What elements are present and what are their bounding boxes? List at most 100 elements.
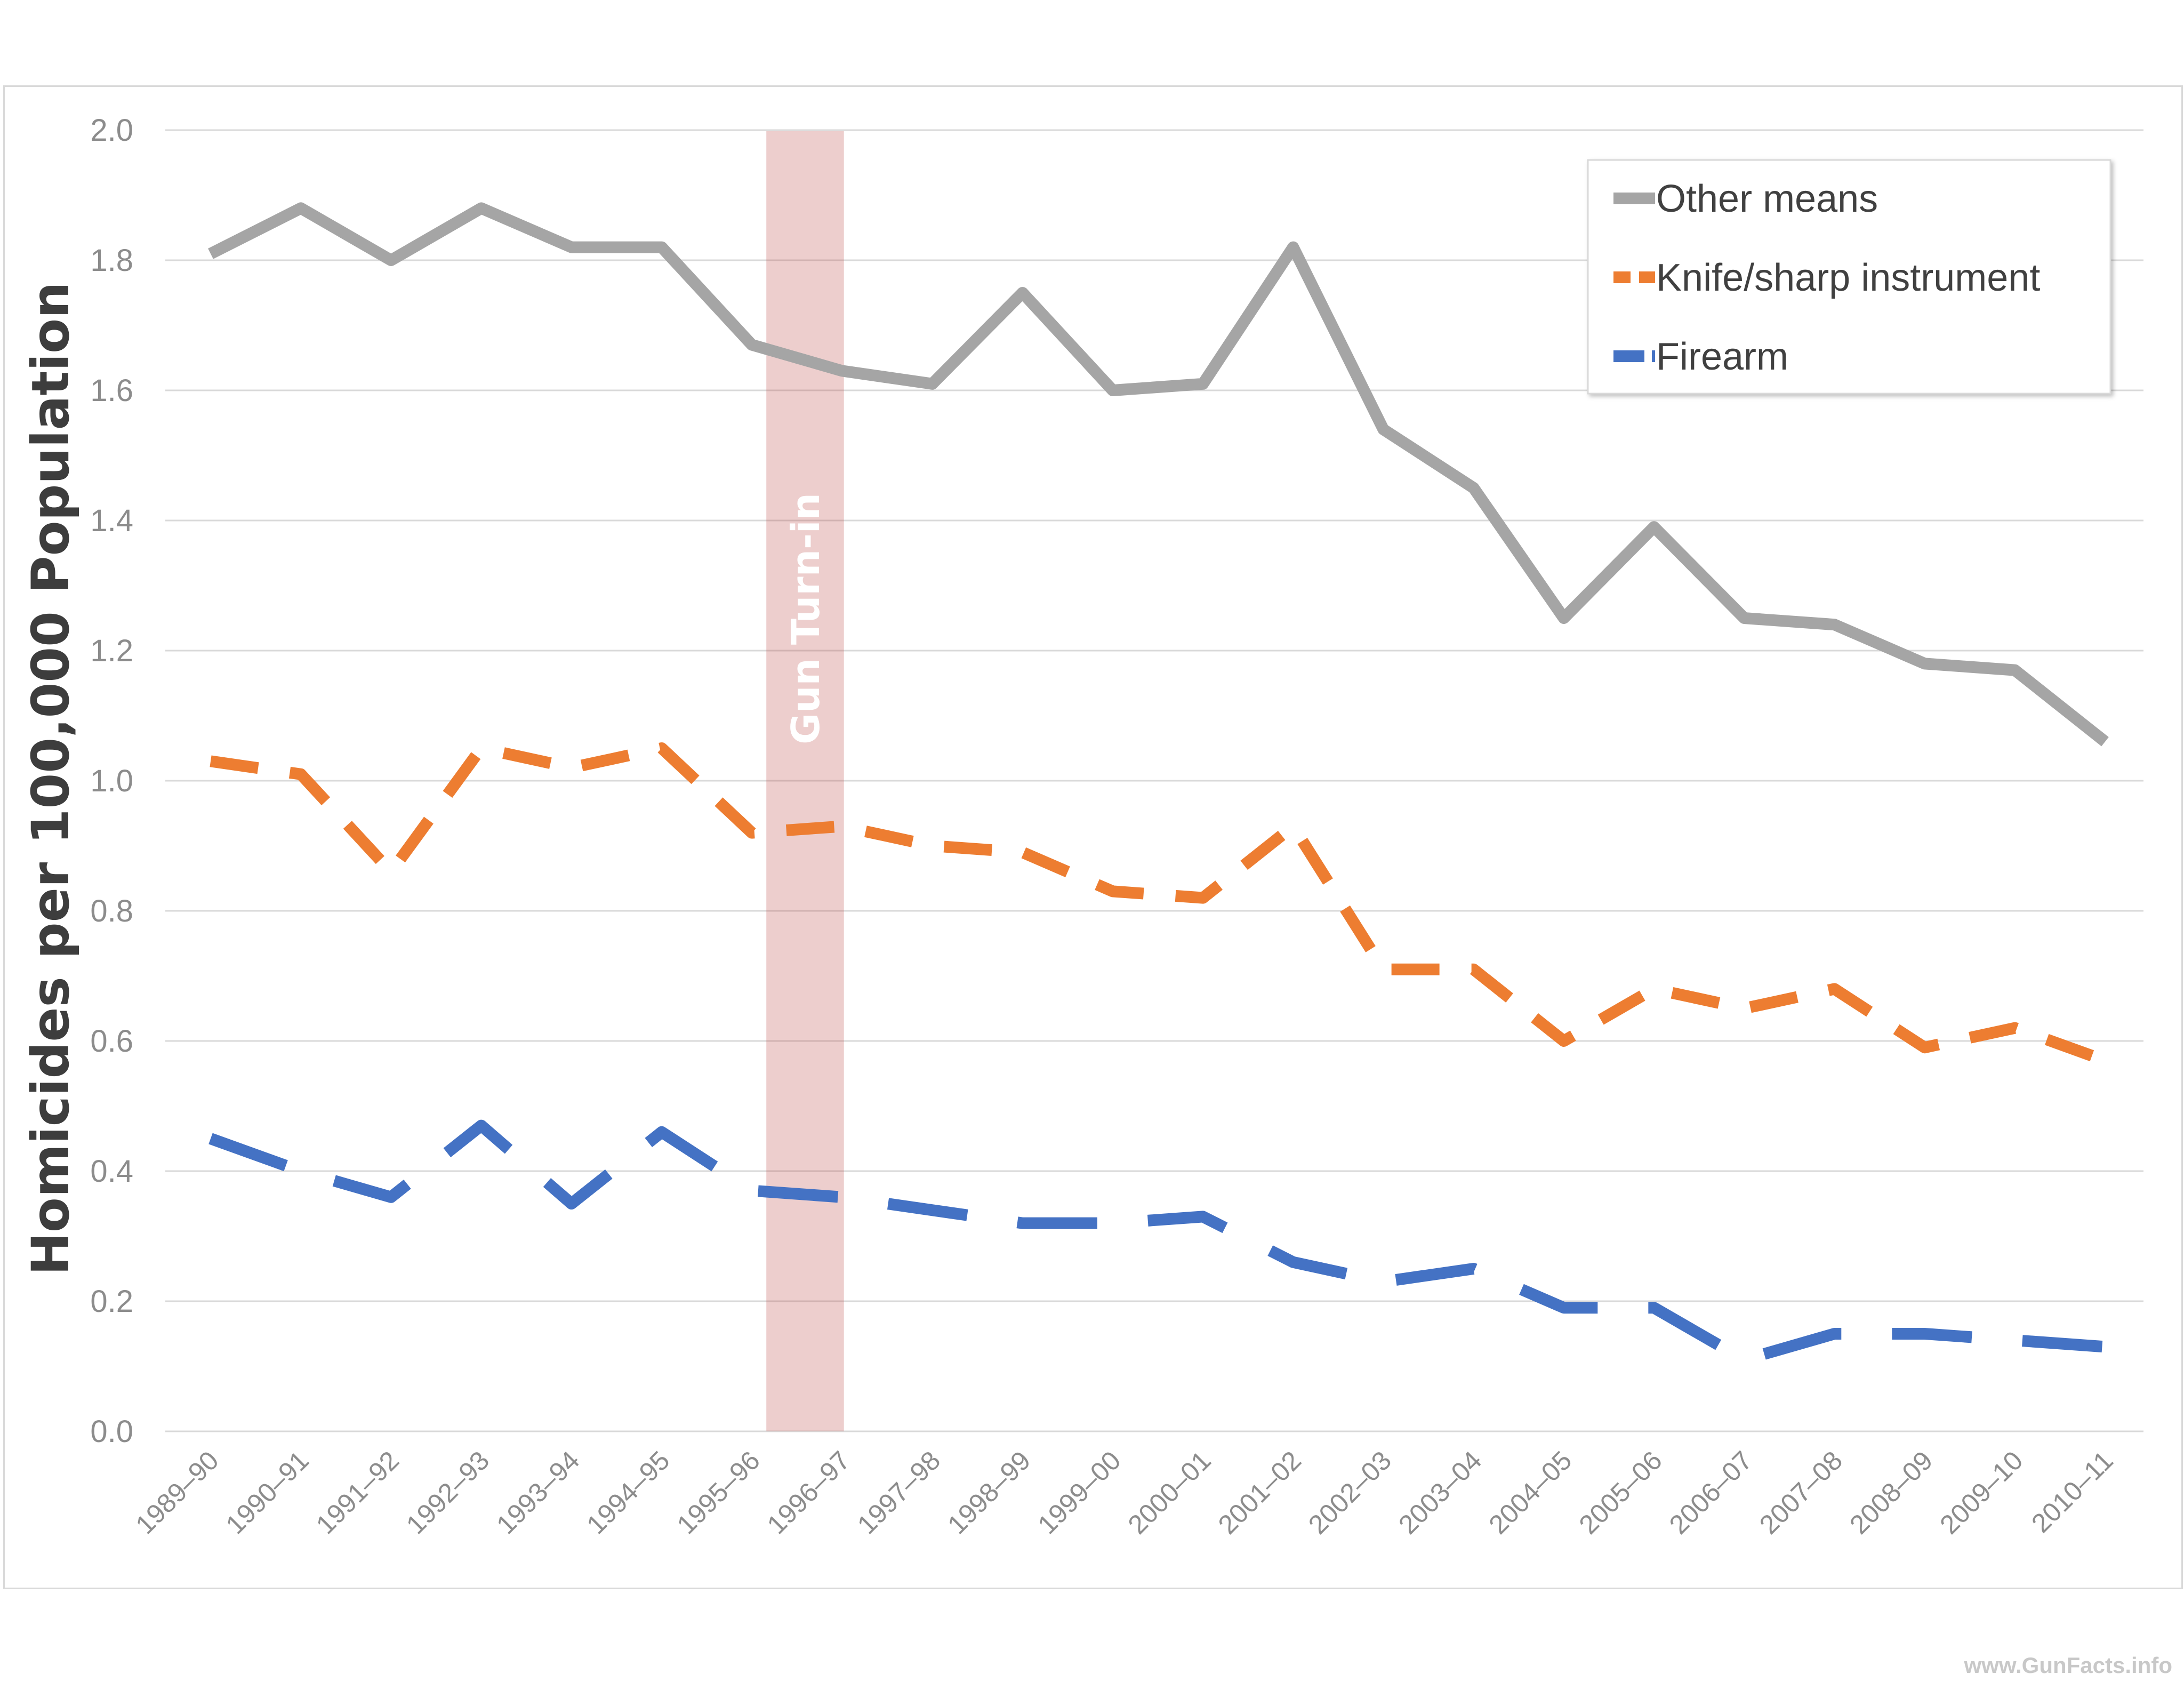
data-point [1743, 1359, 1745, 1361]
data-point [2014, 669, 2016, 671]
data-point [210, 253, 212, 255]
data-point [751, 1190, 753, 1192]
data-point [841, 825, 843, 827]
data-point [300, 1170, 302, 1172]
data-point [1473, 1268, 1475, 1270]
data-point [841, 370, 843, 372]
y-axis-ticks: 0.0 0.2 0.4 0.6 0.8 1.0 1.2 1.4 1.6 1.8 2.0 [90, 113, 133, 1449]
data-point [661, 747, 663, 749]
data-point [1473, 968, 1475, 971]
data-point [751, 832, 753, 834]
data-point [210, 1138, 212, 1140]
gun-turn-in-label: Gun Turn-in [783, 493, 828, 744]
data-point [1653, 1307, 1655, 1309]
data-point [480, 747, 483, 749]
data-point [661, 246, 663, 249]
data-point [1382, 968, 1384, 971]
data-point [571, 246, 573, 249]
data-point [1833, 1333, 1835, 1335]
data-point [1022, 1222, 1024, 1224]
data-point [1382, 428, 1384, 430]
data-point [1022, 851, 1024, 853]
y-tick-label: 1.8 [90, 243, 133, 278]
x-tick-label: 2003–04 [1393, 1445, 1487, 1540]
data-point [2104, 1345, 2106, 1348]
x-tick-label: 2006–07 [1664, 1445, 1758, 1540]
data-point [300, 207, 302, 209]
data-point [1743, 617, 1745, 619]
data-point [1292, 825, 1294, 827]
data-point [2014, 1027, 2016, 1029]
data-point [1563, 1040, 1565, 1042]
gun-turn-in-band: Gun Turn-in [766, 131, 844, 1431]
data-point [1563, 617, 1565, 619]
data-point [1202, 1215, 1204, 1218]
x-tick-label: 2001–02 [1213, 1445, 1307, 1540]
x-tick-label: 1993–94 [491, 1445, 585, 1540]
data-point [571, 767, 573, 769]
y-tick-label: 0.6 [90, 1024, 133, 1059]
x-tick-label: 1995–96 [671, 1445, 766, 1540]
x-tick-label: 2007–08 [1754, 1445, 1848, 1540]
series-line-other-means [208, 202, 2109, 747]
legend-label: Firearm [1656, 335, 1788, 378]
x-tick-label: 1994–95 [581, 1445, 675, 1540]
data-point [1112, 890, 1114, 892]
x-tick-label: 1989–90 [130, 1445, 224, 1540]
legend-label: Other means [1656, 178, 1878, 220]
y-tick-label: 1.2 [90, 634, 133, 668]
data-point [1924, 1333, 1926, 1335]
series-lines [208, 202, 2109, 1366]
y-tick-label: 1.6 [90, 373, 133, 408]
x-tick-label: 2002–03 [1303, 1445, 1397, 1540]
x-tick-label: 1999–00 [1032, 1445, 1126, 1540]
data-point [1563, 1307, 1565, 1309]
x-tick-label: 2010–11 [2026, 1445, 2119, 1539]
x-tick-label: 2005–06 [1573, 1445, 1668, 1540]
y-axis-label: Homicides per 100,000 Population [21, 282, 81, 1276]
legend: Other means Knife/sharp instrument Firearm [1587, 159, 2111, 395]
x-tick-label: 1998–99 [942, 1445, 1036, 1540]
data-point [751, 344, 753, 346]
data-point [1653, 988, 1655, 990]
y-tick-label: 0.8 [90, 894, 133, 928]
x-tick-label: 1997–98 [852, 1445, 946, 1540]
y-tick-label: 0.4 [90, 1154, 133, 1189]
y-tick-label: 2.0 [90, 113, 133, 148]
data-point [2104, 741, 2106, 743]
series-line-firearm [208, 1119, 2106, 1366]
data-point [210, 760, 212, 762]
x-tick-label: 2009–10 [1934, 1445, 2028, 1540]
data-point [932, 1209, 934, 1211]
data-point [390, 871, 392, 873]
data-point [390, 1196, 392, 1198]
data-point [932, 383, 934, 385]
chart-frame [3, 85, 2183, 1589]
data-point [2014, 1339, 2016, 1341]
data-point [1202, 897, 1204, 899]
data-point [841, 1196, 843, 1198]
x-tick-label: 2000–01 [1122, 1445, 1217, 1540]
watermark: www.GunFacts.info [1964, 1653, 2172, 1678]
data-point [1924, 1046, 1926, 1048]
x-tick-label: 2008–09 [1844, 1445, 1938, 1540]
legend-box [1587, 159, 2111, 395]
data-point [1924, 662, 1926, 664]
y-tick-label: 1.4 [90, 503, 133, 538]
data-point [1292, 1261, 1294, 1263]
x-tick-label: 1990–91 [220, 1445, 315, 1540]
x-tick-label: 1996–97 [761, 1445, 856, 1540]
data-point [1382, 1280, 1384, 1283]
data-point [480, 1125, 483, 1127]
data-point [661, 1131, 663, 1133]
data-point [1202, 383, 1204, 385]
series-line-knife-sharp-instrument [210, 742, 2107, 1066]
data-point [1833, 988, 1835, 990]
data-point [300, 773, 302, 775]
x-tick-label: 1992–93 [400, 1445, 495, 1540]
legend-label: Knife/sharp instrument [1656, 257, 2040, 299]
x-tick-label: 1991–92 [310, 1445, 405, 1540]
x-tick-label: 2004–05 [1483, 1445, 1577, 1540]
gun-turn-in-rect [766, 131, 844, 1431]
